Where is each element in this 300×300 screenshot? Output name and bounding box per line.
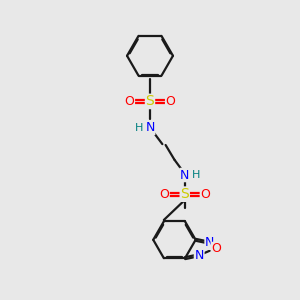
- Text: N: N: [194, 249, 204, 262]
- Text: H: H: [135, 123, 143, 133]
- Text: N: N: [205, 236, 214, 249]
- Text: S: S: [146, 94, 154, 108]
- Text: O: O: [159, 188, 169, 201]
- Text: O: O: [211, 242, 221, 256]
- Text: O: O: [200, 188, 210, 201]
- Text: S: S: [180, 187, 189, 201]
- Text: N: N: [145, 122, 155, 134]
- Text: N: N: [180, 169, 189, 182]
- Text: O: O: [166, 95, 176, 108]
- Text: O: O: [124, 95, 134, 108]
- Text: H: H: [192, 170, 200, 180]
